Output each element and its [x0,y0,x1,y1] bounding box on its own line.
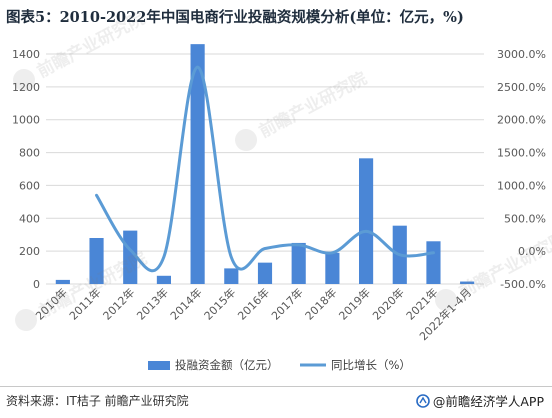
chart-title: 图表5：2010-2022年中国电商行业投融资规模分析(单位：亿元，%) [6,9,464,26]
right-tick-label: 2500.0% [497,81,546,94]
left-tick-label: 600 [19,179,40,192]
x-tick-label: 2013年 [134,285,171,322]
left-tick-label: 1200 [12,81,40,94]
bar [426,241,441,284]
right-tick-label: 0.0% [518,245,546,258]
chart: 0 200 400 600 800 1000 1200 1400 -500.0% 0.0% 500… [12,44,546,372]
bar [224,268,239,284]
x-tick-label: 2015年 [201,285,238,322]
bar [156,275,171,284]
footer-divider [0,386,552,387]
x-axis-ticks: 2010年2011年2012年2013年2014年2015年2016年2017年… [32,285,474,343]
bar [325,252,340,284]
bar [291,242,306,284]
right-tick-label: 3000.0% [497,48,546,61]
left-tick-label: 800 [19,147,40,160]
bar [89,238,104,284]
x-tick-label: 2019年 [336,285,373,322]
x-tick-label: 2016年 [235,285,272,322]
bar-series [55,44,475,285]
x-tick-label: 2014年 [167,285,204,322]
brand-credit: @前瞻经济学人APP [416,391,544,410]
right-axis-ticks: -500.0% 0.0% 500.0% 1000.0% 1500.0% 2000.0% 25… [497,48,546,291]
bar [55,279,70,284]
x-tick-label: 2012年 [100,285,137,322]
right-tick-label: -500.0% [500,278,546,291]
growth-line [95,65,435,273]
left-tick-label: 1400 [12,48,40,61]
left-axis-ticks: 0 200 400 600 800 1000 1200 1400 [12,48,40,291]
legend-bar-swatch [148,361,170,370]
legend: 投融资金额（亿元） 同比增长（%） [148,358,411,372]
bar [460,281,475,284]
legend-bar-label: 投融资金额（亿元） [175,358,279,372]
right-tick-label: 1500.0% [497,147,546,160]
bar [257,262,273,284]
right-tick-label: 500.0% [504,212,546,225]
right-tick-label: 1000.0% [497,179,546,192]
legend-line-label: 同比增长（%） [331,358,411,372]
brand-text: @前瞻经济学人APP [432,394,544,409]
brand-logo-icon [416,393,430,408]
x-tick-label: 2018年 [302,285,339,322]
x-tick-label: 2011年 [66,285,103,322]
x-tick-label: 2017年 [268,285,305,322]
x-tick-label: 2020年 [369,285,406,322]
left-tick-label: 1000 [12,114,40,127]
line-series [95,65,435,273]
bar [190,44,205,285]
bar [359,158,374,284]
right-tick-label: 2000.0% [497,114,546,127]
left-tick-label: 400 [19,212,40,225]
left-tick-label: 200 [19,245,40,258]
source-note: 资料来源：IT桔子 前瞻产业研究院 [6,394,189,408]
left-tick-label: 0 [33,278,40,291]
